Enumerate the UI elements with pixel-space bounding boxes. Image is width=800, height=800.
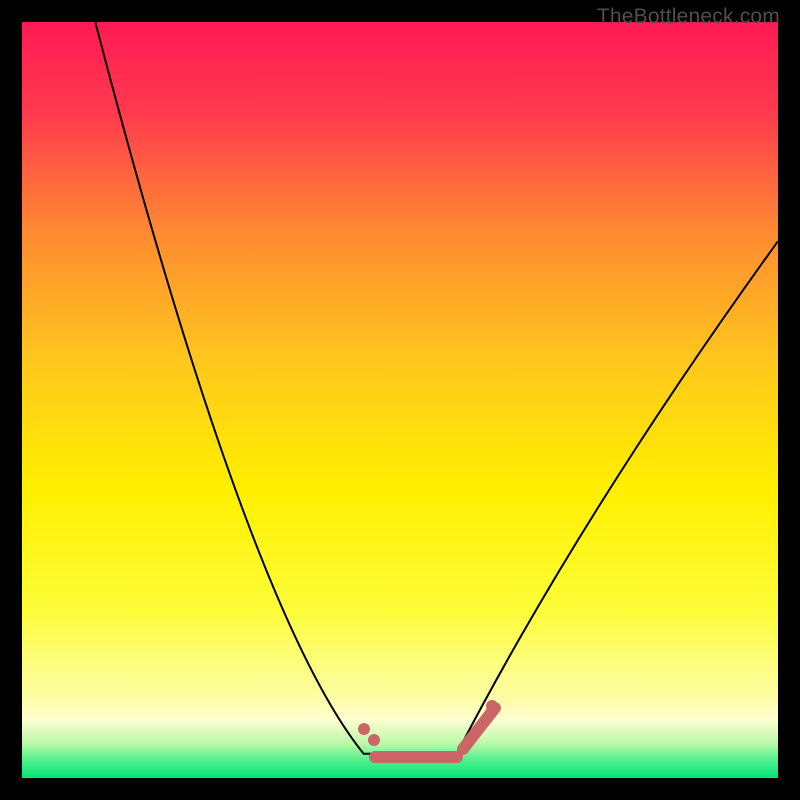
plot-background-gradient: [22, 22, 778, 778]
gradient-plot: [0, 0, 800, 800]
chart-frame: TheBottleneck.com: [0, 0, 800, 800]
